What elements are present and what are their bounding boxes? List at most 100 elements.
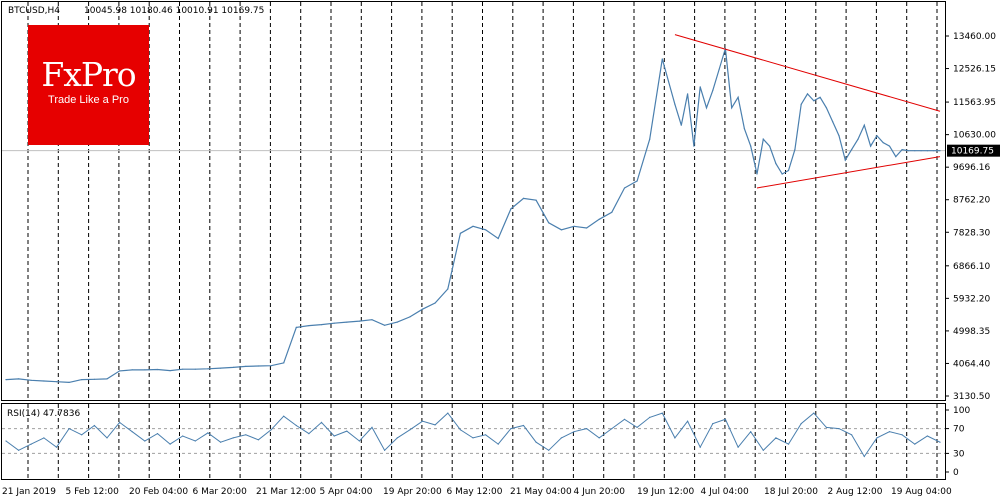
rsi-point: [55, 446, 58, 448]
price-point: [838, 135, 840, 137]
rsi-series: [5, 412, 941, 458]
x-tick-label: 5 Apr 04:00: [320, 487, 373, 497]
rsi-point: [573, 431, 575, 433]
price-point: [18, 378, 20, 380]
rsi-point: [901, 434, 903, 436]
rsi-point: [724, 418, 727, 420]
price-line: [5, 48, 940, 384]
price-point: [769, 145, 771, 147]
x-tick-label: 19 Jun 12:00: [637, 487, 694, 497]
price-point: [712, 89, 714, 91]
rsi-point: [800, 423, 802, 425]
price-point: [270, 365, 272, 367]
x-tick-label: 6 May 12:00: [447, 487, 503, 497]
trendline: [756, 156, 941, 189]
rsi-point: [750, 431, 752, 433]
price-point: [220, 367, 222, 369]
trendline: [674, 34, 941, 112]
price-point: [813, 100, 815, 102]
x-tick-label: 20 Feb 04:00: [129, 487, 188, 497]
price-point: [573, 225, 575, 227]
price-point: [901, 149, 903, 151]
price-axis: 13460.00 12526.15 11563.95 10630.00 9696.16 8…: [945, 32, 996, 402]
rsi-point: [358, 440, 360, 442]
rsi-point: [762, 449, 764, 451]
price-point: [548, 222, 550, 224]
price-point: [680, 124, 682, 126]
price-point: [844, 159, 846, 161]
rsi-tick-label: 100: [953, 406, 970, 416]
price-point: [522, 197, 525, 199]
price-point: [106, 378, 108, 380]
rsi-point: [232, 437, 234, 439]
price-point: [396, 321, 398, 323]
price-point: [794, 149, 796, 151]
y-tick-label: 8762.20: [953, 196, 990, 206]
rsi-point: [838, 428, 840, 430]
price-point: [5, 379, 7, 381]
price-point: [371, 319, 373, 321]
y-tick-label: 3130.50: [953, 392, 990, 402]
rsi-tick-label: 0: [953, 468, 959, 478]
rsi-point: [623, 418, 626, 420]
price-point: [661, 58, 663, 60]
price-point: [649, 138, 651, 140]
rsi-point: [371, 426, 373, 428]
x-tick-label: 4 Jul 04:00: [701, 487, 750, 497]
price-point: [182, 368, 184, 370]
price-point: [743, 128, 746, 130]
price-point: [434, 302, 436, 304]
rsi-point: [611, 428, 613, 430]
rsi-point: [119, 421, 121, 423]
y-tick-label: 11563.95: [953, 98, 996, 108]
price-point: [857, 138, 859, 140]
rsi-point: [535, 441, 537, 443]
price-point: [787, 169, 790, 172]
price-point: [914, 150, 916, 152]
y-tick-label: 4064.40: [953, 359, 990, 369]
rsi-point: [43, 437, 45, 439]
price-point: [81, 379, 83, 381]
fxpro-logo: FxPro Trade Like a Pro: [28, 25, 149, 145]
time-axis: 21 Jan 2019 5 Feb 12:00 20 Feb 04:00 6 Mar …: [2, 487, 952, 497]
rsi-point: [270, 429, 272, 431]
rsi-point: [636, 426, 638, 428]
x-tick-label: 21 May 04:00: [510, 487, 572, 497]
price-point: [131, 369, 133, 371]
rsi-point: [598, 437, 600, 439]
price-point: [144, 369, 146, 371]
price-point: [718, 68, 720, 71]
rsi-point: [485, 434, 487, 436]
rsi-point: [649, 416, 651, 418]
rsi-point: [106, 437, 108, 439]
price-point: [560, 229, 563, 231]
price-point: [320, 324, 323, 326]
rsi-point: [333, 435, 335, 437]
price-point: [169, 370, 171, 372]
rsi-point: [674, 437, 676, 439]
price-point: [819, 96, 821, 98]
rsi-point: [560, 437, 563, 439]
price-point: [851, 149, 853, 151]
rsi-point: [207, 432, 209, 434]
rsi-point: [851, 434, 853, 436]
rsi-point: [775, 437, 777, 439]
price-point: [731, 107, 733, 109]
rsi-point: [308, 433, 310, 435]
rsi-point: [194, 440, 196, 442]
price-point: [800, 103, 802, 105]
rsi-point: [30, 443, 32, 445]
x-tick-label: 19 Aug 04:00: [891, 487, 952, 497]
price-point: [611, 211, 613, 213]
rsi-point: [687, 420, 689, 422]
vertical-grid: [27, 2, 938, 479]
price-point: [472, 225, 474, 227]
price-point: [687, 93, 689, 95]
price-point: [907, 150, 910, 152]
price-point: [485, 229, 487, 231]
rsi-tick-label: 30: [953, 449, 965, 459]
rsi-point: [586, 428, 588, 430]
y-tick-label: 13460.00: [953, 32, 996, 42]
y-tick-label: 10630.00: [953, 131, 996, 141]
